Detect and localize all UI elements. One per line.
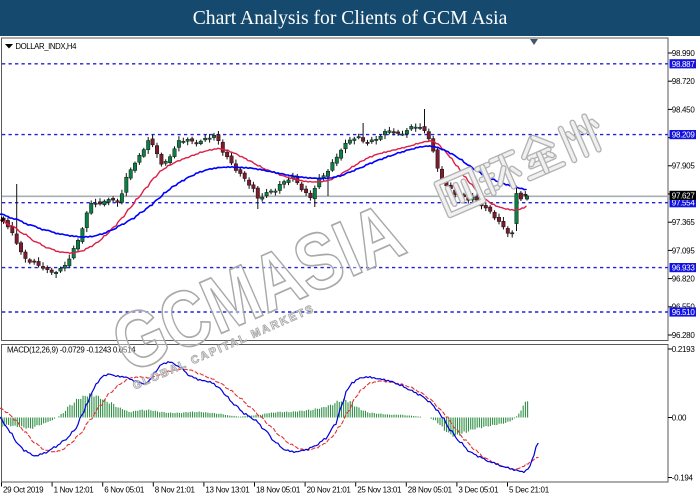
svg-text:0.2193: 0.2193: [672, 345, 696, 354]
svg-text:13 Nov 13:01: 13 Nov 13:01: [205, 486, 250, 495]
svg-text:96.933: 96.933: [672, 264, 696, 273]
svg-text:DOLLAR_INDX,H4: DOLLAR_INDX,H4: [15, 42, 77, 51]
svg-text:97.554: 97.554: [672, 199, 696, 208]
svg-text:20 Nov 21:01: 20 Nov 21:01: [307, 486, 352, 495]
svg-text:98.887: 98.887: [672, 60, 696, 69]
svg-text:0.00: 0.00: [672, 413, 687, 422]
svg-text:98.720: 98.720: [672, 77, 696, 86]
svg-text:97.095: 97.095: [672, 246, 696, 255]
svg-text:MACD(12,26,9) -0.0729 -0.1243: MACD(12,26,9) -0.0729 -0.1243 0.0514: [7, 345, 136, 354]
svg-text:96.820: 96.820: [672, 275, 696, 284]
svg-text:1 Nov 12:01: 1 Nov 12:01: [54, 486, 95, 495]
svg-text:28 Nov 05:01: 28 Nov 05:01: [408, 486, 453, 495]
svg-text:97.627: 97.627: [672, 191, 696, 200]
svg-text:8 Nov 21:01: 8 Nov 21:01: [155, 486, 196, 495]
svg-text:29 Oct 2019: 29 Oct 2019: [3, 486, 44, 495]
svg-text:96.550: 96.550: [672, 303, 696, 312]
svg-text:98.450: 98.450: [672, 105, 696, 114]
svg-text:Chart Analysis for Clients of: Chart Analysis for Clients of GCM Asia: [193, 8, 508, 29]
svg-text:96.510: 96.510: [672, 308, 696, 317]
svg-text:5 Dec 21:01: 5 Dec 21:01: [509, 486, 550, 495]
svg-text:3 Dec 05:01: 3 Dec 05:01: [458, 486, 499, 495]
svg-text:25 Nov 13:01: 25 Nov 13:01: [357, 486, 402, 495]
svg-text:98.990: 98.990: [672, 49, 696, 58]
svg-text:97.905: 97.905: [672, 162, 696, 171]
svg-text:6 Nov 05:01: 6 Nov 05:01: [104, 486, 145, 495]
svg-text:-0.194: -0.194: [672, 473, 694, 482]
svg-text:96.280: 96.280: [672, 331, 696, 340]
svg-text:18 Nov 05:01: 18 Nov 05:01: [256, 486, 301, 495]
svg-text:98.209: 98.209: [672, 131, 696, 140]
svg-text:97.365: 97.365: [672, 218, 696, 227]
